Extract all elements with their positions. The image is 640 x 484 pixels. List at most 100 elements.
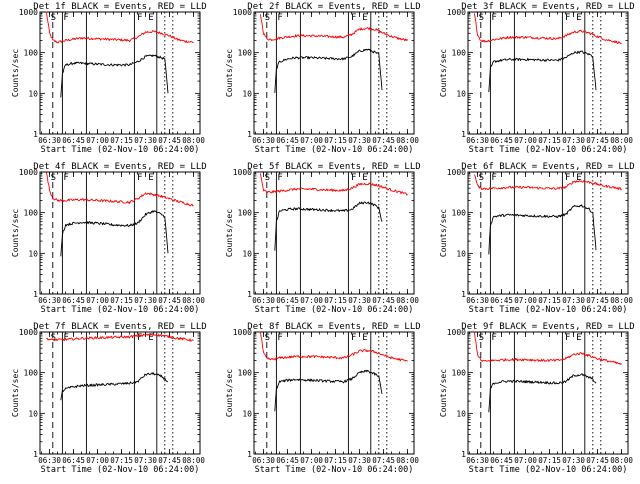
x-tick-label: 07:15	[538, 456, 561, 465]
y-axis-label: Counts/sec	[439, 49, 448, 97]
marker-label: F	[351, 13, 356, 23]
x-tick-label: 06:30	[38, 136, 61, 145]
x-tick-label: 08:00	[396, 456, 419, 465]
series-lld-line	[45, 11, 194, 44]
x-tick-label: 06:30	[38, 296, 61, 305]
marker-label: F	[277, 333, 282, 343]
series-lld-line	[473, 174, 622, 191]
x-tick-label: 07:45	[586, 456, 609, 465]
x-tick-label: 06:45	[490, 296, 513, 305]
x-tick-label: 07:45	[372, 136, 395, 145]
y-tick-label: 100	[452, 369, 467, 378]
series-events-line	[60, 54, 169, 98]
plot-frame	[467, 171, 629, 295]
x-tick-label: 07:00	[300, 456, 323, 465]
y-tick-label: 100	[238, 369, 253, 378]
marker-label: S	[479, 173, 484, 183]
marker-label: E	[148, 13, 153, 23]
marker-label: E	[576, 13, 581, 23]
series-lld-line	[259, 14, 408, 42]
x-tick-label: 07:45	[158, 296, 181, 305]
plot-frame	[253, 171, 415, 295]
y-tick-label: 1000	[19, 328, 38, 337]
marker-label: S	[51, 173, 56, 183]
y-tick-label: 1000	[19, 8, 38, 17]
panel-title: Det 1f BLACK = Events, RED = LLD	[33, 2, 206, 12]
x-axis-label: Start Time (02-Nov-10 06:24:00)	[469, 465, 628, 475]
x-axis-label: Start Time (02-Nov-10 06:24:00)	[255, 465, 414, 475]
marker-label: F	[277, 173, 282, 183]
marker-label: S	[51, 13, 56, 23]
marker-label: F	[63, 173, 68, 183]
series-events-line	[60, 210, 169, 257]
y-tick-label: 1000	[233, 8, 252, 17]
marker-label: E	[362, 13, 367, 23]
y-tick-label: 1	[33, 290, 38, 299]
y-tick-label: 100	[238, 209, 253, 218]
marker-label: E	[576, 173, 581, 183]
series-lld-line	[473, 13, 622, 45]
y-tick-label: 1	[33, 450, 38, 459]
x-tick-label: 07:15	[110, 456, 133, 465]
x-axis-label: Start Time (02-Nov-10 06:24:00)	[469, 145, 628, 155]
x-tick-label: 07:45	[158, 456, 181, 465]
x-axis-label: Start Time (02-Nov-10 06:24:00)	[469, 305, 628, 315]
x-tick-label: 07:15	[324, 456, 347, 465]
x-tick-label: 06:45	[490, 456, 513, 465]
x-tick-label: 06:45	[62, 136, 85, 145]
panel-title: Det 2f BLACK = Events, RED = LLD	[247, 2, 420, 12]
y-tick-label: 10	[242, 249, 252, 258]
y-tick-label: 1	[461, 290, 466, 299]
x-tick-label: 06:45	[62, 456, 85, 465]
marker-label: E	[362, 333, 367, 343]
x-tick-label: 07:00	[300, 136, 323, 145]
marker-label: F	[491, 13, 496, 23]
series-events-line	[274, 48, 383, 93]
y-tick-label: 10	[456, 89, 466, 98]
x-tick-label: 07:00	[86, 296, 109, 305]
marker-label: F	[491, 333, 496, 343]
marker-label: F	[351, 173, 356, 183]
y-axis-label: Counts/sec	[439, 369, 448, 417]
x-tick-label: 07:00	[514, 136, 537, 145]
x-tick-label: 07:30	[348, 456, 371, 465]
marker-label: S	[479, 333, 484, 343]
x-tick-label: 08:00	[396, 136, 419, 145]
marker-label: F	[565, 13, 570, 23]
x-tick-label: 08:00	[182, 296, 205, 305]
x-tick-label: 07:30	[134, 136, 157, 145]
series-lld-line	[45, 172, 194, 207]
x-tick-label: 07:00	[300, 296, 323, 305]
y-tick-label: 10	[242, 89, 252, 98]
series-lld-line	[46, 333, 194, 342]
marker-label: F	[277, 13, 282, 23]
x-tick-label: 08:00	[182, 456, 205, 465]
x-tick-label: 06:30	[466, 296, 489, 305]
plot-frame	[467, 11, 629, 135]
panel-3: Det 3f BLACK = Events, RED = LLD 1 10 100 10…	[439, 2, 635, 155]
y-axis-label: Counts/sec	[11, 369, 20, 417]
x-tick-label: 07:15	[324, 296, 347, 305]
x-tick-label: 06:30	[252, 296, 275, 305]
y-axis-label: Counts/sec	[11, 209, 20, 257]
y-tick-label: 100	[24, 369, 39, 378]
x-tick-label: 06:30	[252, 136, 275, 145]
x-tick-label: 08:00	[182, 136, 205, 145]
marker-label: S	[479, 13, 484, 23]
panel-1: Det 1f BLACK = Events, RED = LLD 1 10 100 10…	[11, 2, 207, 155]
x-tick-label: 07:15	[538, 296, 561, 305]
marker-label: E	[576, 333, 581, 343]
x-axis-label: Start Time (02-Nov-10 06:24:00)	[41, 465, 200, 475]
x-tick-label: 07:30	[562, 456, 585, 465]
x-tick-label: 06:30	[466, 136, 489, 145]
panel-title: Det 4f BLACK = Events, RED = LLD	[33, 162, 206, 172]
x-tick-label: 06:45	[490, 136, 513, 145]
x-tick-label: 06:30	[466, 456, 489, 465]
panel-7: Det 7f BLACK = Events, RED = LLD 1 10 100 10…	[11, 322, 207, 475]
y-tick-label: 100	[238, 49, 253, 58]
x-tick-label: 06:45	[276, 456, 299, 465]
y-tick-label: 1	[33, 130, 38, 139]
series-events-line	[488, 373, 597, 413]
